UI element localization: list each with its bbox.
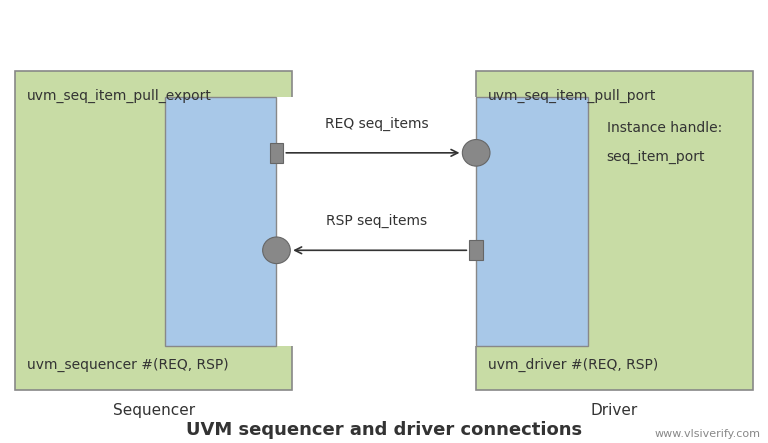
Bar	[476, 97, 588, 346]
Bar	[469, 241, 483, 260]
Ellipse shape	[263, 237, 290, 264]
Text: uvm_seq_item_pull_port: uvm_seq_item_pull_port	[488, 89, 656, 103]
Text: RSP seq_items: RSP seq_items	[326, 214, 427, 228]
Text: seq_item_port: seq_item_port	[607, 150, 705, 164]
Bar	[165, 97, 276, 346]
Text: UVM sequencer and driver connections: UVM sequencer and driver connections	[186, 420, 582, 439]
Bar	[476, 71, 753, 390]
Bar	[15, 71, 292, 390]
Bar	[270, 143, 283, 163]
Text: uvm_sequencer #(REQ, RSP): uvm_sequencer #(REQ, RSP)	[27, 358, 229, 372]
Text: REQ seq_items: REQ seq_items	[325, 117, 428, 131]
Text: www.vlsiverify.com: www.vlsiverify.com	[654, 428, 760, 439]
Ellipse shape	[462, 140, 490, 166]
Text: Sequencer: Sequencer	[113, 403, 194, 418]
Text: uvm_driver #(REQ, RSP): uvm_driver #(REQ, RSP)	[488, 358, 658, 372]
Text: uvm_seq_item_pull_export: uvm_seq_item_pull_export	[27, 89, 212, 103]
Text: Driver: Driver	[591, 403, 638, 418]
Text: Instance handle:: Instance handle:	[607, 121, 722, 135]
Bar	[276, 97, 476, 346]
